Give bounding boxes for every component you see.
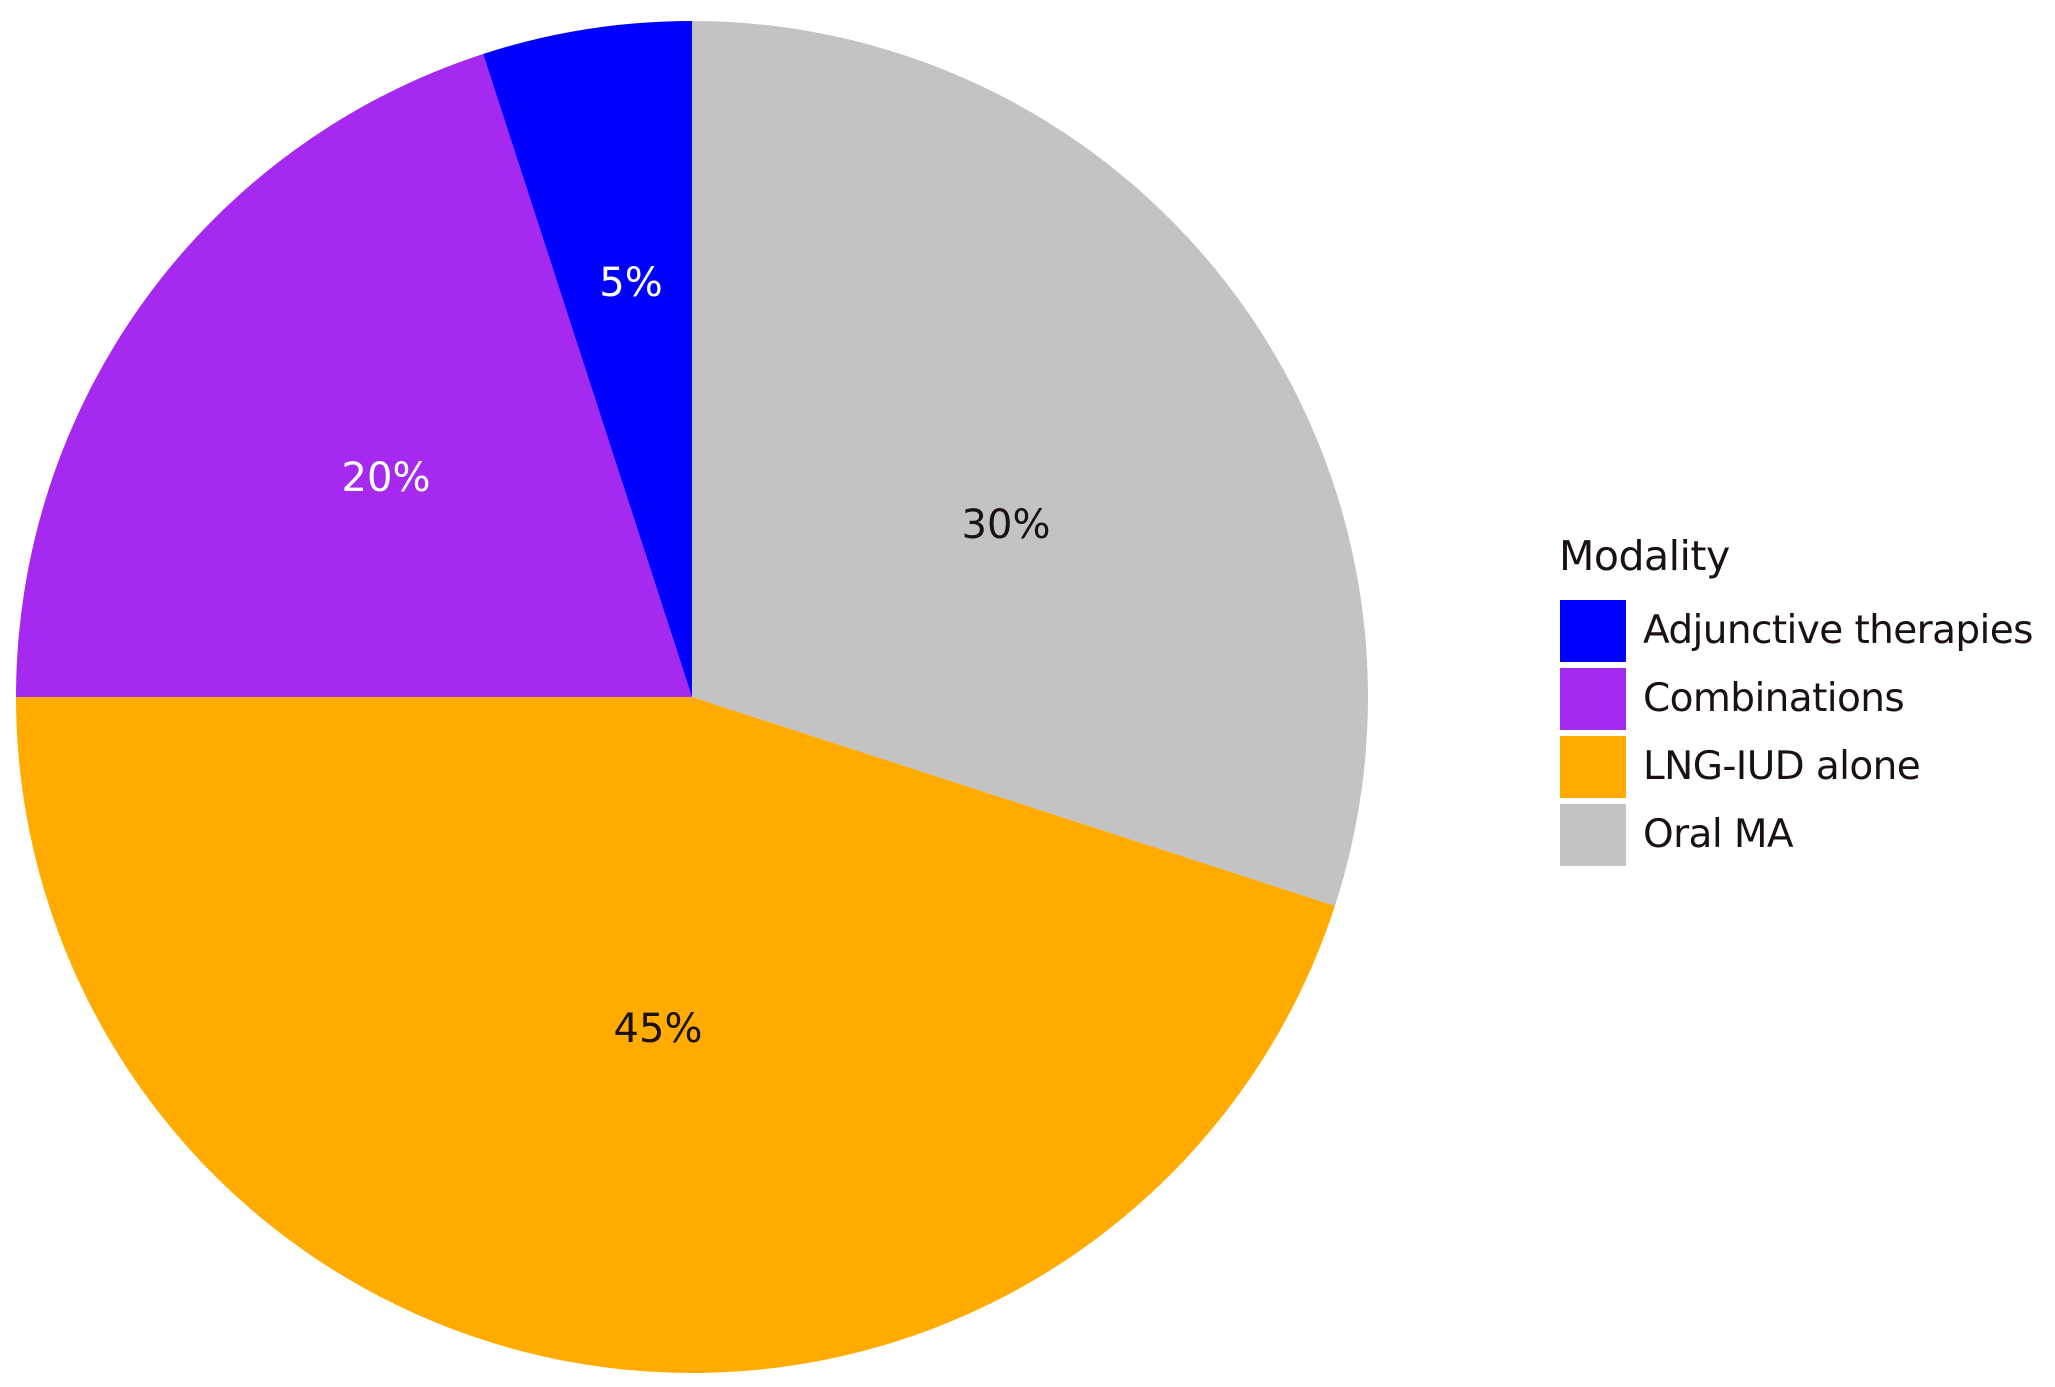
slice-label-lng-iud-alone: 45% <box>614 1006 703 1052</box>
legend-label: Oral MA <box>1643 812 1794 857</box>
slice-label-adjunctive-therapies: 5% <box>599 260 662 306</box>
legend-item-oral-ma: Oral MA <box>1559 801 2033 869</box>
legend-swatch-combinations <box>1560 668 1626 730</box>
slice-label-combinations: 20% <box>342 455 431 501</box>
slice-labels: 30% 45% 20% 5% <box>342 260 1051 1052</box>
legend-swatch-oral-ma <box>1560 804 1626 866</box>
pie <box>15 20 1368 1373</box>
legend-item-adjunctive-therapies: Adjunctive therapies <box>1559 597 2034 665</box>
legend-swatch-lng-iud-alone <box>1560 736 1626 798</box>
slice-combinations <box>15 54 692 697</box>
legend-label: Adjunctive therapies <box>1643 608 2034 653</box>
legend-item-combinations: Combinations <box>1559 665 2033 733</box>
legend-item-lng-iud-alone: LNG-IUD alone <box>1559 733 2033 801</box>
slice-lng-iud-alone <box>16 697 1335 1373</box>
legend-label: LNG-IUD alone <box>1643 744 1921 789</box>
legend-swatch-adjunctive-therapies <box>1560 600 1626 662</box>
slice-oral-ma <box>692 21 1368 906</box>
legend-title: Modality <box>1559 532 1730 580</box>
slice-label-oral-ma: 30% <box>962 502 1051 548</box>
legend-label: Combinations <box>1643 676 1905 721</box>
slice-adjunctive-therapies <box>483 20 692 698</box>
legend: Modality Adjunctive therapies Combinatio… <box>1559 530 2034 869</box>
